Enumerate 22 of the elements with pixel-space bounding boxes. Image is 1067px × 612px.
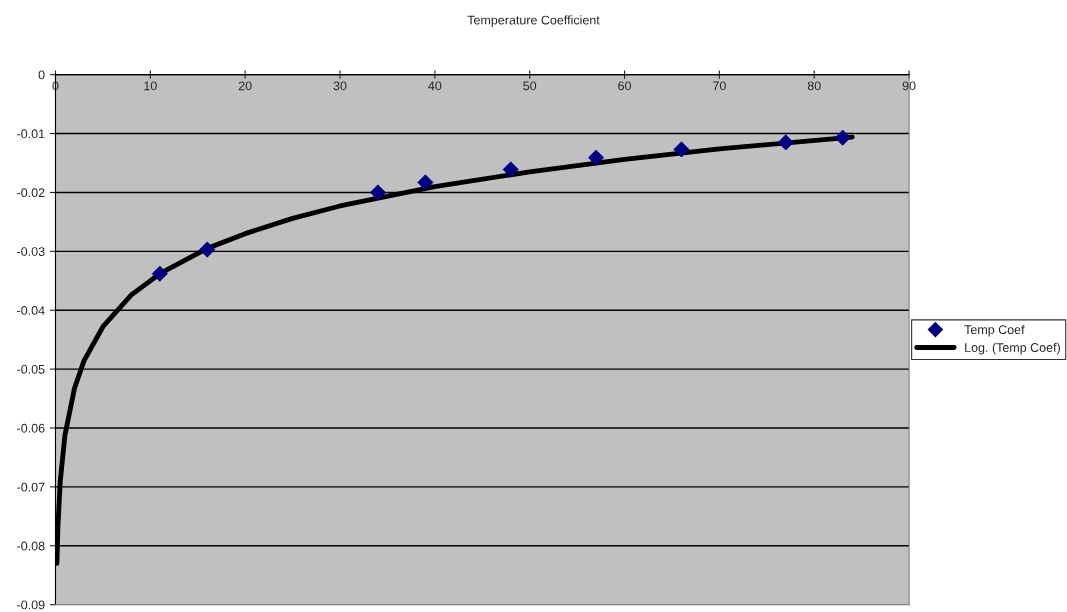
x-tick-label: 20 (238, 81, 252, 91)
y-tick-label: -0.06 (17, 423, 45, 433)
x-tick-label: 80 (807, 81, 821, 91)
y-tick-label: 0 (38, 70, 45, 80)
x-tick-label: 50 (523, 81, 537, 91)
y-tick-label: -0.07 (17, 482, 45, 492)
legend-label: Log. (Temp Coef) (965, 342, 1060, 355)
x-tick-label: 90 (902, 81, 916, 91)
y-tick-label: -0.05 (17, 364, 45, 374)
x-tick-label: 40 (428, 81, 442, 91)
y-tick-label: -0.01 (17, 129, 45, 139)
y-tick-label: -0.09 (17, 600, 45, 610)
legend-label: Temp Coef (964, 324, 1025, 337)
x-tick-label: 70 (713, 81, 726, 91)
chart-title: Temperature Coefficient (467, 15, 600, 27)
y-tick-label: -0.04 (17, 306, 45, 315)
y-tick-label: -0.08 (17, 541, 45, 551)
y-tick-label: -0.03 (17, 247, 45, 256)
x-tick-label: 10 (144, 81, 157, 91)
y-tick-label: -0.02 (17, 188, 45, 198)
x-tick-label: 30 (333, 81, 347, 91)
x-tick-label: 60 (618, 81, 632, 91)
